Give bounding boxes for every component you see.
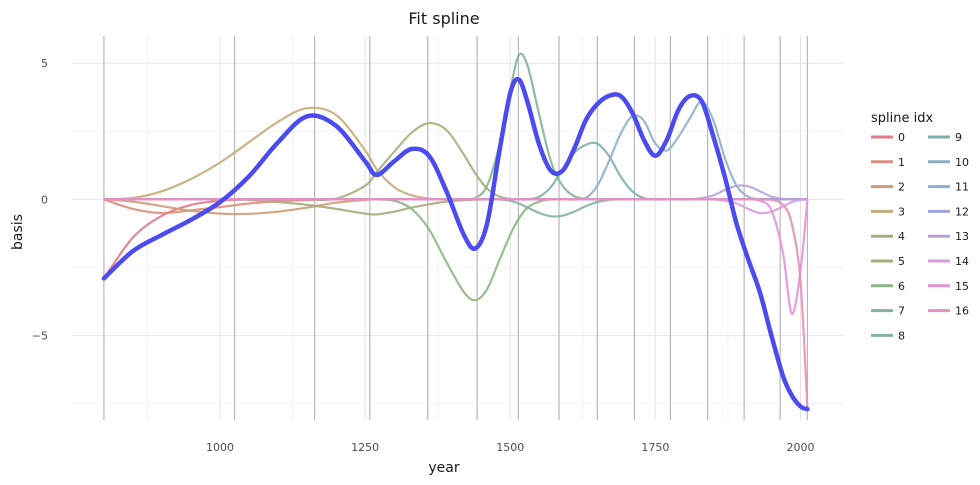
x-axis-ticks: 1000 1250 1500 1750 2000 <box>206 441 814 454</box>
y-tick-label: −5 <box>32 330 48 343</box>
legend-label-6: 6 <box>898 280 905 293</box>
y-axis-title: basis <box>10 214 26 250</box>
knot-lines <box>103 36 809 420</box>
basis-line-16 <box>103 198 809 410</box>
legend-title: spline idx <box>871 111 933 126</box>
basis-line-5 <box>103 121 808 201</box>
legend-label-1: 1 <box>898 156 905 169</box>
x-tick-label: 2000 <box>786 441 814 454</box>
legend-label-15: 15 <box>955 280 969 293</box>
chart-title: Fit spline <box>408 9 479 28</box>
legend-label-14: 14 <box>955 255 969 268</box>
x-tick-label: 1500 <box>496 441 524 454</box>
basis-line-7 <box>103 52 808 201</box>
legend-label-10: 10 <box>955 156 969 169</box>
fit-line <box>101 76 810 412</box>
legend-label-2: 2 <box>898 181 905 194</box>
x-tick-label: 1000 <box>206 441 234 454</box>
y-tick-label: 5 <box>41 57 48 70</box>
basis-line-11 <box>103 100 808 201</box>
minor-gridlines <box>72 36 844 420</box>
legend-label-12: 12 <box>955 205 969 218</box>
y-tick-label: 0 <box>41 193 48 206</box>
basis-line-13 <box>103 184 808 201</box>
legend-label-5: 5 <box>898 255 905 268</box>
legend-label-13: 13 <box>955 230 969 243</box>
fit-spline-line <box>101 76 810 412</box>
legend-label-8: 8 <box>898 329 905 342</box>
legend-label-11: 11 <box>955 181 969 194</box>
y-axis-ticks: −5 0 5 <box>32 57 48 342</box>
basis-line-9 <box>103 141 808 201</box>
basis-line-3 <box>103 106 808 201</box>
legend-label-9: 9 <box>955 131 962 144</box>
x-tick-label: 1250 <box>351 441 379 454</box>
legend-label-3: 3 <box>898 205 905 218</box>
x-tick-label: 1750 <box>641 441 669 454</box>
legend-label-7: 7 <box>898 305 905 318</box>
legend-label-0: 0 <box>898 131 905 144</box>
legend-label-4: 4 <box>898 230 905 243</box>
legend-label-16: 16 <box>955 305 969 318</box>
x-axis-title: year <box>428 460 459 476</box>
